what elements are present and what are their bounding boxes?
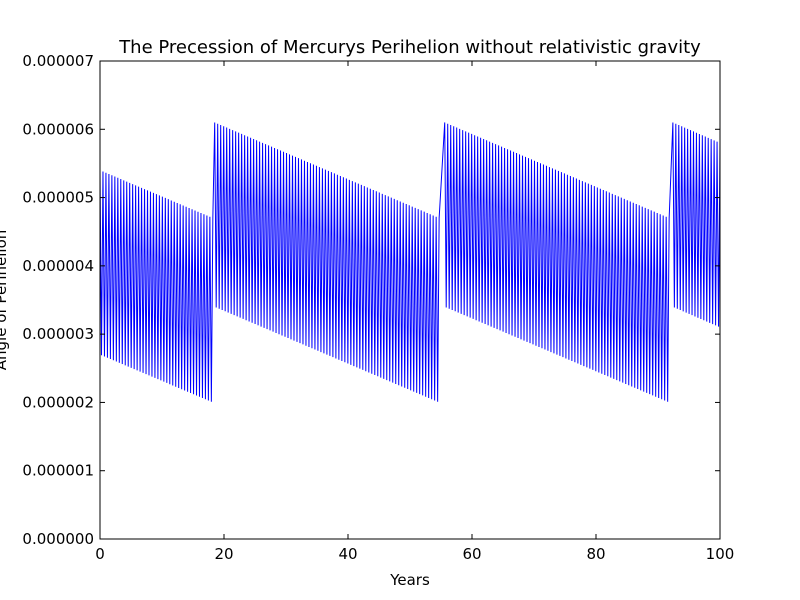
x-tick-label: 60 bbox=[462, 545, 481, 563]
plot-area: 0 20 40 60 80 100 0.000000 0.000001 0.000002 0.00… bbox=[22, 52, 734, 563]
x-tick-label: 0 bbox=[95, 545, 105, 563]
x-tick-label: 20 bbox=[214, 545, 233, 563]
y-axis-label: Angle of Perihelion bbox=[0, 230, 10, 371]
y-tick-label: 0.000000 bbox=[22, 530, 94, 548]
y-tick-label: 0.000004 bbox=[22, 257, 94, 275]
chart-title: The Precession of Mercurys Perihelion wi… bbox=[118, 37, 701, 58]
x-tick-label: 40 bbox=[338, 545, 357, 563]
y-tick-label: 0.000002 bbox=[22, 393, 94, 411]
x-axis-label: Years bbox=[389, 571, 430, 589]
y-tick-label: 0.000001 bbox=[22, 462, 94, 480]
y-tick-label: 0.000003 bbox=[22, 325, 94, 343]
y-tick-label: 0.000005 bbox=[22, 189, 94, 207]
axes-frame bbox=[99, 60, 721, 540]
x-tick-label: 80 bbox=[586, 545, 605, 563]
y-tick-label: 0.000007 bbox=[22, 52, 94, 70]
series-line-0 bbox=[99, 122, 721, 402]
y-tick-label: 0.000006 bbox=[22, 120, 94, 138]
x-tick-label: 100 bbox=[706, 545, 735, 563]
